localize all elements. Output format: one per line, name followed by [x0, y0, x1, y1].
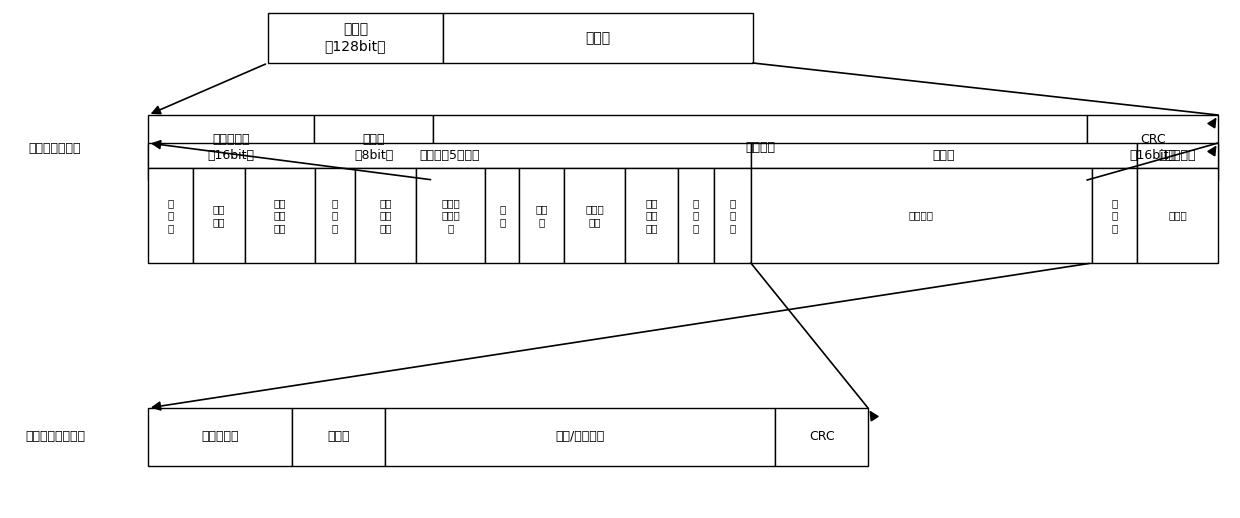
Text: 引导码
（128bit）: 引导码 （128bit） [325, 22, 386, 54]
Bar [433, 115, 1087, 180]
Text: 目标航天器帧格式: 目标航天器帧格式 [25, 430, 86, 443]
Bar [148, 115, 315, 180]
Text: 转发
时机
标识: 转发 时机 标识 [645, 198, 657, 233]
Text: 方式字: 方式字 [327, 430, 350, 443]
Bar [1092, 168, 1137, 263]
Text: CRC
（16bit）: CRC （16bit） [1130, 133, 1176, 162]
Text: 中继帧: 中继帧 [585, 31, 610, 45]
Bar [1137, 143, 1218, 168]
Text: 有效数据: 有效数据 [909, 210, 934, 221]
Text: 帧序
列: 帧序 列 [536, 204, 548, 227]
Bar [148, 408, 291, 466]
Text: 注入数据: 注入数据 [745, 141, 775, 154]
Text: 遥控/遥测数据: 遥控/遥测数据 [556, 430, 605, 443]
Text: 通过
标志: 通过 标志 [213, 204, 226, 227]
Bar [564, 168, 625, 263]
Text: 数据域: 数据域 [932, 149, 955, 162]
Text: 方式字
（8bit）: 方式字 （8bit） [355, 133, 393, 162]
Text: 差错控制域: 差错控制域 [1158, 149, 1197, 162]
Bar [417, 168, 485, 263]
Bar [291, 408, 384, 466]
Bar [355, 168, 417, 263]
Bar [625, 168, 678, 263]
Bar [315, 168, 355, 263]
Bar [485, 168, 520, 263]
Text: 目标识
别字: 目标识 别字 [585, 204, 604, 227]
Text: 内务
命令
标志: 内务 命令 标志 [274, 198, 286, 233]
Bar [1137, 168, 1218, 263]
Bar [384, 408, 775, 466]
Bar [443, 13, 753, 63]
Bar [751, 168, 1092, 263]
Text: 主导头（5字节）: 主导头（5字节） [419, 149, 480, 162]
Text: 中继卫星帧格式: 中继卫星帧格式 [29, 141, 82, 154]
Text: 地址同步字
（16bit）: 地址同步字 （16bit） [208, 133, 254, 162]
Text: 异或和: 异或和 [1168, 210, 1187, 221]
Bar [315, 115, 433, 180]
Text: 空
闲
位: 空 闲 位 [332, 198, 339, 233]
Bar [1087, 115, 1218, 180]
Bar [520, 168, 564, 263]
Bar [751, 143, 1137, 168]
Bar [268, 13, 443, 63]
Bar [678, 168, 714, 263]
Text: 地址同步字: 地址同步字 [201, 430, 239, 443]
Text: 版
本
号: 版 本 号 [167, 198, 174, 233]
Bar [714, 168, 751, 263]
Bar [246, 168, 315, 263]
Bar [192, 168, 246, 263]
Text: 虚拟信
道识别
字: 虚拟信 道识别 字 [441, 198, 460, 233]
Bar [775, 408, 868, 466]
Text: CRC: CRC [808, 430, 835, 443]
Text: 时
间
码: 时 间 码 [693, 198, 699, 233]
Text: 航天
器识
别字: 航天 器识 别字 [379, 198, 392, 233]
Text: 长
度
码: 长 度 码 [729, 198, 735, 233]
Text: 填
充
码: 填 充 码 [1111, 198, 1117, 233]
Bar [148, 143, 751, 168]
Bar [148, 168, 192, 263]
Text: 帧
长: 帧 长 [500, 204, 506, 227]
